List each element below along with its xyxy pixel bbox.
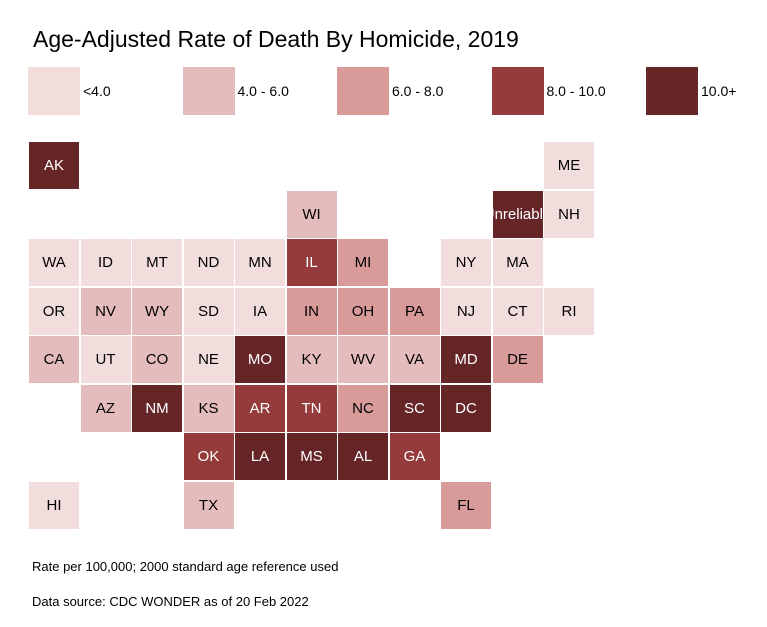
legend-swatch	[337, 67, 389, 115]
state-tile: OH	[338, 287, 388, 335]
legend-label: <4.0	[83, 83, 111, 99]
state-tile: ME	[544, 142, 594, 189]
state-tile: IN	[286, 287, 337, 335]
legend-label: 6.0 - 8.0	[392, 83, 444, 99]
state-tile: WY	[132, 287, 182, 335]
state-tile: CA	[29, 336, 79, 383]
state-tile: NM	[132, 384, 182, 432]
state-tile: MO	[235, 336, 285, 383]
state-tile: NJ	[441, 287, 491, 335]
state-tile: SC	[389, 384, 440, 432]
state-tile: CO	[132, 336, 182, 383]
legend-label: 4.0 - 6.0	[237, 83, 289, 99]
state-tile: IL	[286, 239, 337, 286]
state-tile: GA	[389, 433, 440, 480]
state-tile: FL	[441, 481, 491, 529]
state-tile: MA	[492, 239, 543, 286]
legend-swatch	[28, 67, 80, 115]
state-tile: WV	[338, 336, 388, 383]
state-tile: AL	[338, 433, 388, 480]
state-tile: SD	[183, 287, 234, 335]
state-tile: AK	[29, 142, 79, 189]
legend-label: 8.0 - 10.0	[546, 83, 606, 99]
state-tile: KY	[286, 336, 337, 383]
state-tile: DE	[492, 336, 543, 383]
state-tile: ID	[80, 239, 131, 286]
state-tile: OK	[183, 433, 234, 480]
state-tile: NV	[80, 287, 131, 335]
legend-swatch	[182, 67, 235, 115]
state-tile: CT	[492, 287, 543, 335]
state-tile: NC	[338, 384, 388, 432]
state-tile: ND	[183, 239, 234, 286]
chart-title: Age-Adjusted Rate of Death By Homicide, …	[33, 26, 519, 52]
rate-note: Rate per 100,000; 2000 standard age refe…	[32, 559, 339, 574]
state-tile: KS	[183, 384, 234, 432]
state-tile: IA	[235, 287, 285, 335]
legend-swatch	[491, 67, 544, 115]
legend-swatch	[646, 67, 698, 115]
state-tile: MI	[338, 239, 388, 286]
state-tile: AZ	[80, 384, 131, 432]
state-tile: MN	[235, 239, 285, 286]
state-tile: TN	[286, 384, 337, 432]
state-tile: AR	[235, 384, 285, 432]
state-tile: DC	[441, 384, 491, 432]
state-tile: MT	[132, 239, 182, 286]
state-tile: RI	[544, 287, 594, 335]
state-tile: UT	[80, 336, 131, 383]
state-tile: NH	[544, 190, 594, 238]
state-tile: MS	[286, 433, 337, 480]
source-note: Data source: CDC WONDER as of 20 Feb 202…	[32, 594, 309, 609]
state-tile: MD	[441, 336, 491, 383]
state-tile: Unreliable	[492, 190, 543, 238]
state-tile: WI	[286, 190, 337, 238]
state-tile: WA	[29, 239, 79, 286]
state-tile: VA	[389, 336, 440, 383]
state-tile: PA	[389, 287, 440, 335]
state-tile: OR	[29, 287, 79, 335]
state-tile: NE	[183, 336, 234, 383]
state-tile: NY	[441, 239, 491, 286]
legend-label: 10.0+	[701, 83, 737, 99]
state-tile: HI	[29, 481, 79, 529]
state-tile: TX	[183, 481, 234, 529]
state-tile: LA	[235, 433, 285, 480]
